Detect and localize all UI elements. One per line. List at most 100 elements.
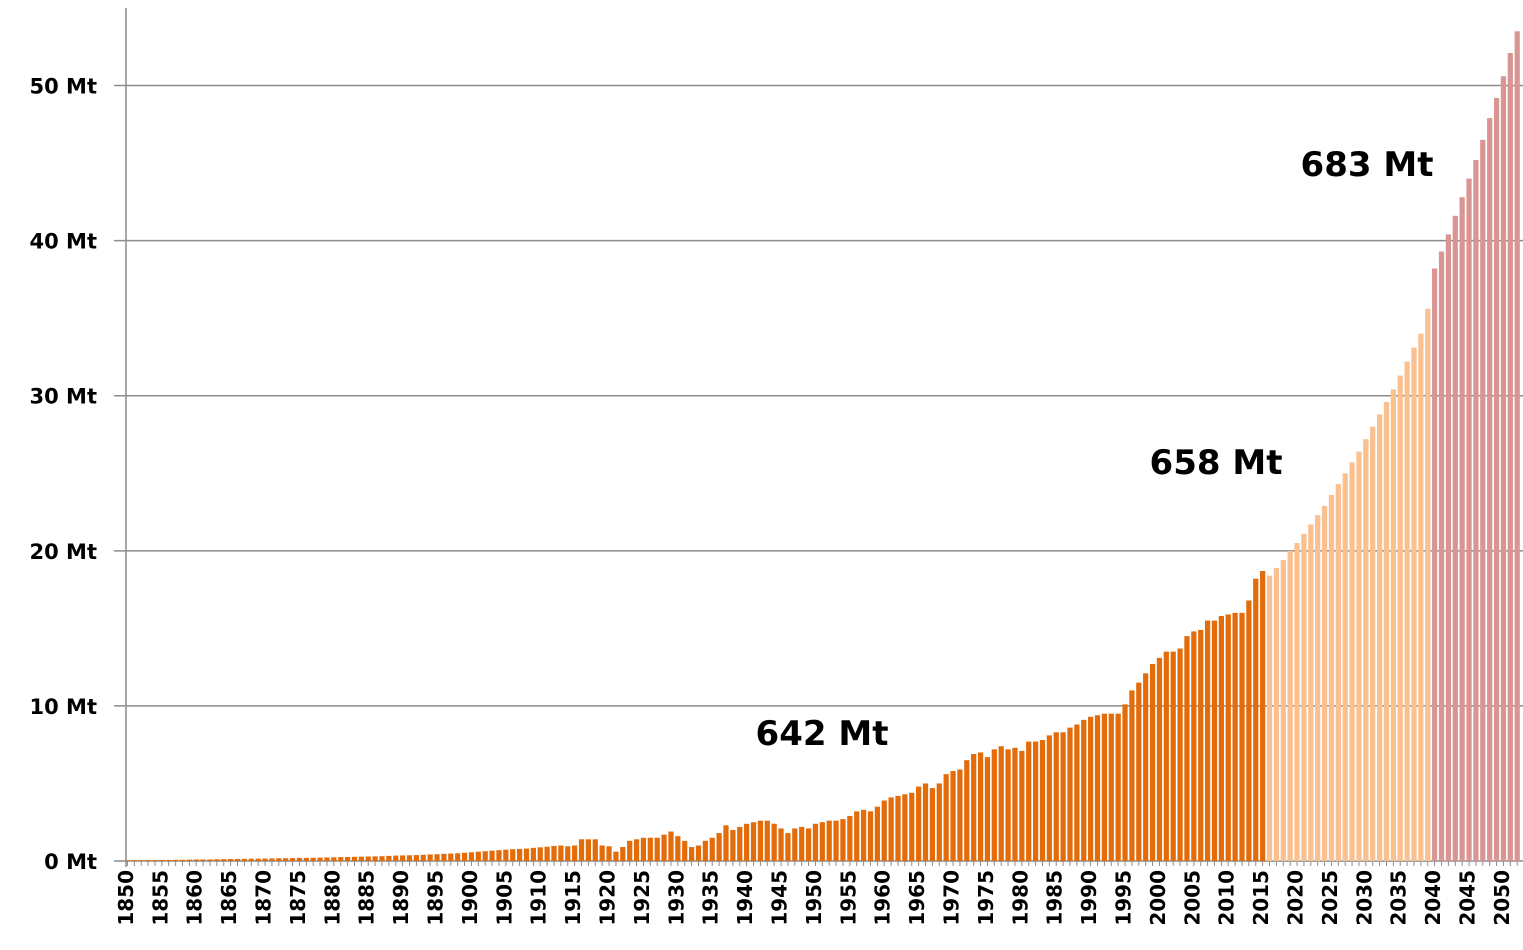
bar (1060, 732, 1066, 861)
bar (255, 858, 261, 861)
bar (1294, 543, 1300, 861)
x-tick-label: 1915 (561, 870, 585, 926)
bar (757, 820, 764, 861)
bar (1383, 401, 1390, 861)
bar (606, 846, 612, 861)
bar (1308, 524, 1314, 861)
bar (936, 783, 942, 861)
y-tick-label: 20 Mt (30, 540, 97, 564)
bar (1156, 657, 1163, 861)
bar (1266, 575, 1273, 861)
bar (1005, 749, 1011, 861)
bar (647, 837, 653, 861)
x-tick-label: 2020 (1284, 870, 1308, 926)
x-tick-label: 1950 (802, 870, 826, 926)
x-tick-label: 1890 (389, 870, 413, 926)
bar (1445, 234, 1452, 861)
bar (1074, 724, 1080, 861)
annotation: 683 Mt (1301, 145, 1434, 185)
bar (1432, 268, 1438, 861)
bar (468, 852, 475, 861)
bar (1273, 567, 1280, 861)
bar (998, 746, 1004, 861)
x-tick-label: 2045 (1456, 870, 1480, 926)
bar (1356, 451, 1362, 861)
x-tick-label: 1850 (114, 870, 138, 926)
bar (847, 816, 853, 861)
bar (344, 856, 351, 861)
bar (785, 833, 791, 861)
bar (338, 857, 344, 861)
bar (537, 847, 543, 861)
x-tick-label: 2050 (1490, 870, 1514, 926)
bar (964, 760, 970, 861)
bar (833, 820, 839, 861)
bar (551, 845, 557, 861)
bar (1390, 389, 1396, 861)
bar (172, 859, 179, 861)
bar (750, 822, 757, 861)
bar (1328, 494, 1335, 861)
bar (193, 859, 199, 861)
bar (558, 845, 564, 861)
bar (358, 856, 364, 861)
bar (730, 829, 736, 861)
bar (895, 795, 901, 861)
bar (496, 850, 502, 861)
annotation: 658 Mt (1150, 443, 1283, 483)
bar (365, 856, 371, 861)
x-tick-label: 2030 (1352, 870, 1376, 926)
x-tick-label: 1990 (1077, 870, 1101, 926)
bar (1067, 727, 1073, 861)
bar (393, 855, 399, 861)
bar (1032, 741, 1039, 861)
bar (283, 858, 289, 861)
bar (1452, 215, 1458, 861)
bar (668, 831, 674, 861)
bar (221, 859, 227, 861)
bar (179, 859, 186, 861)
bar (682, 840, 688, 861)
bar (620, 847, 626, 861)
bar (1081, 719, 1087, 861)
bar (633, 839, 640, 861)
x-tick-label: 1925 (630, 870, 654, 926)
x-tick-label: 1860 (183, 870, 207, 926)
bar (1480, 139, 1486, 861)
bar (840, 819, 846, 861)
bar (578, 839, 585, 861)
bar (1136, 682, 1142, 861)
bar (1239, 612, 1245, 861)
bar (792, 828, 798, 861)
bar (888, 797, 894, 861)
bar (413, 855, 420, 861)
bar (145, 860, 151, 861)
bar (723, 825, 729, 861)
bar (661, 834, 667, 861)
bar (812, 823, 819, 861)
bar (902, 794, 908, 861)
bar (427, 854, 433, 861)
bar (1418, 333, 1424, 861)
x-tick-label: 2025 (1318, 870, 1342, 926)
bar (214, 859, 220, 861)
bar (922, 783, 929, 861)
bar (324, 857, 330, 861)
bar (640, 837, 647, 861)
bar (805, 828, 812, 861)
bar (379, 856, 385, 861)
x-tick-label: 2000 (1146, 870, 1170, 926)
bar (943, 774, 949, 861)
bar (1039, 740, 1046, 861)
bar (1507, 52, 1513, 861)
bar (510, 849, 516, 861)
bar (1129, 690, 1135, 861)
x-tick-label: 2035 (1387, 870, 1411, 926)
bar (289, 858, 296, 861)
x-tick-label: 1940 (733, 870, 757, 926)
x-tick-label: 1900 (458, 870, 482, 926)
bar (317, 857, 323, 861)
bar (1487, 118, 1493, 861)
x-tick-label: 1880 (320, 870, 344, 926)
